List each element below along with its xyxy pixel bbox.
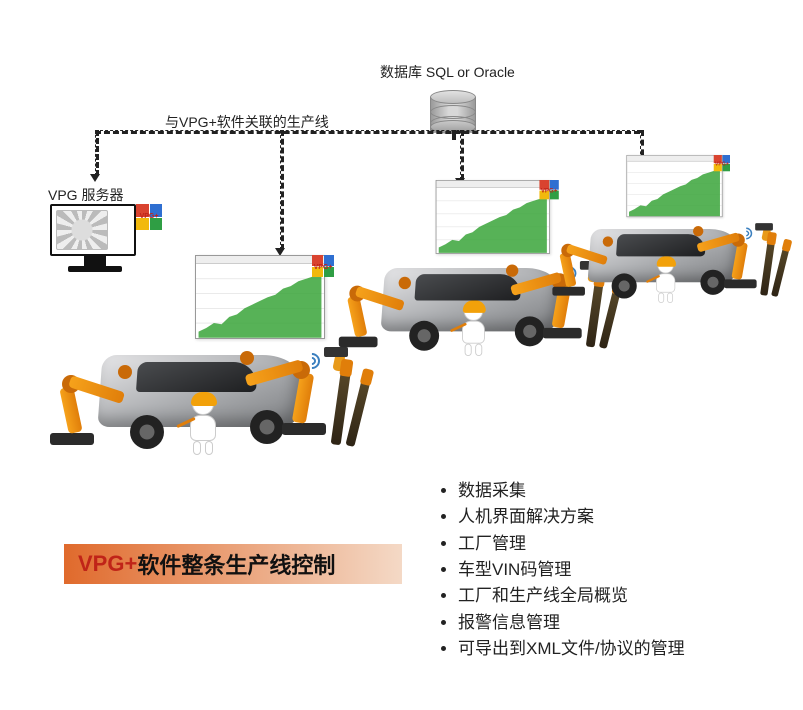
feature-item: 可导出到XML文件/协议的管理 <box>458 636 685 662</box>
vpg-server-label: VPG 服务器 <box>48 185 123 205</box>
station-2-wheel-rear <box>409 321 439 351</box>
feature-item: 工厂和生产线全局概览 <box>458 583 685 609</box>
drop-1-arrow <box>90 174 100 182</box>
connector-db-stub <box>452 130 456 136</box>
station-2-worker <box>462 301 485 356</box>
drop-3 <box>460 130 464 180</box>
station-1-tool-2 <box>345 375 371 447</box>
station-1-wheel-rear <box>130 415 164 449</box>
station-1-worker <box>190 393 216 455</box>
feature-item: 车型VIN码管理 <box>458 557 685 583</box>
vpg-logo-server: VPG+ <box>136 204 162 230</box>
station-3-tool-2 <box>771 244 790 297</box>
drop-2 <box>280 130 284 250</box>
database-icon <box>430 90 476 134</box>
production-line-link-label: 与VPG+软件关联的生产线 <box>165 112 329 132</box>
station-3-robot-right <box>692 207 759 288</box>
station-1-robot-right <box>238 325 328 435</box>
feature-item: 报警信息管理 <box>458 610 685 636</box>
diagram-canvas: 数据库 SQL or Oracle 与VPG+软件关联的生产线 VPG 服务器 … <box>0 0 803 710</box>
vpg-logo-caption: VPG+ <box>136 213 162 239</box>
feature-item: 工厂管理 <box>458 531 685 557</box>
station-1-robot-left <box>40 345 120 445</box>
title-banner: VPG+ 软件整条生产线控制 <box>64 544 402 584</box>
station-3-worker <box>656 257 675 303</box>
station-1: VPG+ <box>40 255 360 455</box>
feature-item: 数据采集 <box>458 478 685 504</box>
feature-list: 数据采集 人机界面解决方案 工厂管理 车型VIN码管理 工厂和生产线全局概览 报… <box>432 478 685 662</box>
drop-1 <box>95 130 99 176</box>
vpg-logo-caption: VPG+ <box>714 162 730 178</box>
station-3-robot-left <box>545 222 604 296</box>
database-label: 数据库 SQL or Oracle <box>380 62 515 82</box>
banner-prefix: VPG+ <box>78 551 137 577</box>
station-3-wheel-rear <box>612 273 637 298</box>
station-1-wifi-icon <box>302 351 324 373</box>
station-2-robot-left <box>330 259 400 347</box>
banner-rest: 软件整条生产线控制 <box>137 548 335 580</box>
station-3: VPG+ <box>545 155 782 303</box>
feature-item: 人机界面解决方案 <box>458 504 685 530</box>
station-3-wifi-icon <box>739 226 755 242</box>
station-3-vpg-logo: VPG+ <box>714 155 730 171</box>
